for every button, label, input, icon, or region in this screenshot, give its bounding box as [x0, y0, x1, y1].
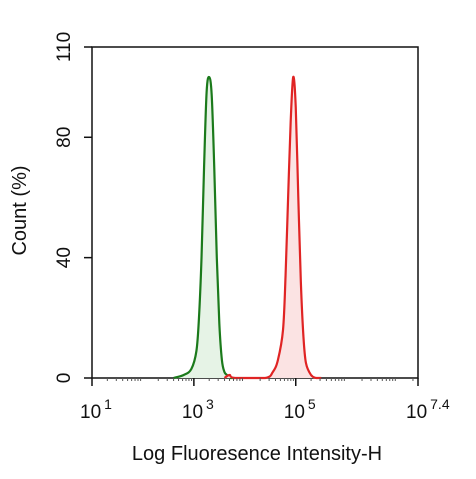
x-tick-base: 10	[406, 402, 427, 423]
plot-frame	[91, 46, 419, 379]
x-tick-base: 10	[284, 402, 305, 423]
x-tick-base: 10	[182, 402, 203, 423]
histogram-line-1	[173, 75, 235, 380]
x-tick-exponent: 3	[206, 396, 214, 412]
x-axis-ticks: 10 1 10 3 10 5 10 7.4	[80, 378, 450, 423]
x-tick-base: 10	[80, 402, 101, 423]
x-tick-label-3: 10 5	[284, 396, 316, 423]
histogram-fill-2	[224, 76, 322, 378]
x-tick-label-4: 10 7.4	[406, 396, 450, 423]
y-tick-label-4: 110	[54, 32, 75, 62]
y-tick-label-2: 40	[54, 247, 75, 268]
y-axis-title: Count (%)	[9, 165, 31, 255]
histogram-fill-1	[173, 76, 235, 378]
x-axis-title: Log Fluoresence Intensity-H	[132, 443, 382, 465]
histogram-line-2	[223, 75, 322, 380]
histogram-series-1	[173, 75, 235, 380]
x-tick-exponent: 7.4	[430, 396, 450, 412]
y-axis-ticks: 0 40 80 110	[54, 32, 92, 383]
x-tick-exponent: 1	[104, 396, 112, 412]
series-layer	[173, 75, 322, 380]
histogram-series-2	[223, 75, 322, 380]
x-tick-label-2: 10 3	[182, 396, 214, 423]
y-tick-label-3: 80	[54, 127, 75, 148]
x-tick-exponent: 5	[308, 396, 316, 412]
x-minor-ticks	[106, 378, 414, 381]
y-tick-label-1: 0	[54, 373, 75, 384]
x-tick-label-1: 10 1	[80, 396, 112, 423]
